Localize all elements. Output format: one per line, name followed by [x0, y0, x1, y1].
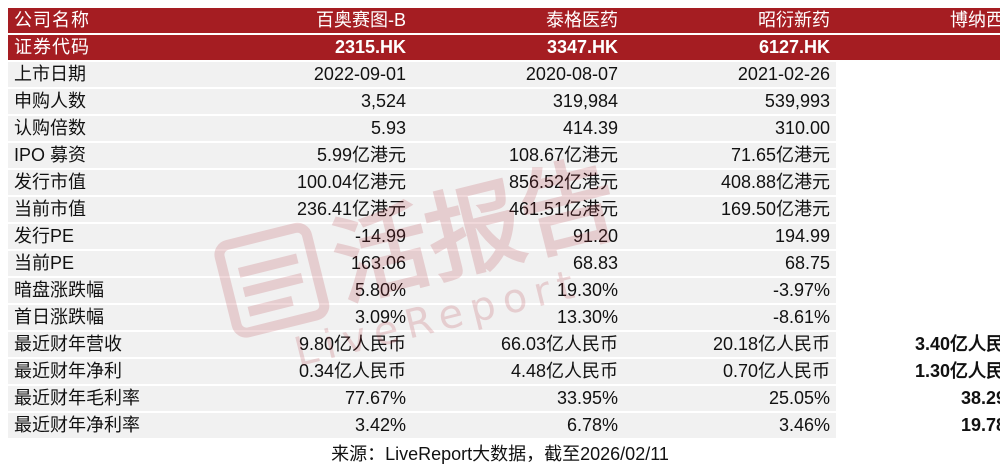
row-label: 上市日期	[8, 62, 200, 87]
row-label: 当前市值	[8, 197, 200, 222]
table-cell: -3.97%	[624, 278, 836, 303]
header-row-code: 证券代码 2315.HK 3347.HK 6127.HK -	[8, 35, 1000, 60]
row-label: 认购倍数	[8, 116, 200, 141]
table-cell: 319,984	[412, 89, 624, 114]
header-label-code: 证券代码	[8, 35, 200, 60]
table-cell: -	[836, 278, 1000, 303]
table-cell: 91.20	[412, 224, 624, 249]
table-cell: -	[836, 170, 1000, 195]
row-label: 最近财年净利	[8, 359, 200, 384]
row-label: 当前PE	[8, 251, 200, 276]
table-cell: 71.65亿港元	[624, 143, 836, 168]
row-label: IPO 募资	[8, 143, 200, 168]
header-company-3: 昭衍新药	[624, 8, 836, 33]
table-cell: 3.42%	[200, 413, 412, 438]
table-cell: 108.67亿港元	[412, 143, 624, 168]
header-label-company: 公司名称	[8, 8, 200, 33]
table-cell: 100.04亿港元	[200, 170, 412, 195]
table-cell: -	[836, 251, 1000, 276]
row-label: 暗盘涨跌幅	[8, 278, 200, 303]
row-label: 申购人数	[8, 89, 200, 114]
header-row-company: 公司名称 百奥赛图-B 泰格医药 昭衍新药 博纳西亚	[8, 8, 1000, 33]
table-cell: -	[836, 305, 1000, 330]
header-company-2: 泰格医药	[412, 8, 624, 33]
header-code-4: -	[836, 35, 1000, 60]
table-cell: 33.95%	[412, 386, 624, 411]
source-note: 来源：LiveReport大数据，截至2026/02/11	[331, 444, 669, 464]
table-cell: 236.41亿港元	[200, 197, 412, 222]
table-cell: -	[836, 62, 1000, 87]
table-cell: 3,524	[200, 89, 412, 114]
table-cell: 3.40亿人民币	[836, 332, 1000, 357]
table-cell: 9.80亿人民币	[200, 332, 412, 357]
ipo-comparison-table: 公司名称 百奥赛图-B 泰格医药 昭衍新药 博纳西亚 证券代码 2315.HK …	[8, 6, 1000, 440]
table-cell: 77.67%	[200, 386, 412, 411]
header-code-2: 3347.HK	[412, 35, 624, 60]
row-label: 最近财年营收	[8, 332, 200, 357]
header-code-1: 2315.HK	[200, 35, 412, 60]
table-cell: -8.61%	[624, 305, 836, 330]
table-cell: 5.99亿港元	[200, 143, 412, 168]
table-cell: 19.78%	[836, 413, 1000, 438]
table-cell: 66.03亿人民币	[412, 332, 624, 357]
header-company-4: 博纳西亚	[836, 8, 1000, 33]
header-company-1: 百奥赛图-B	[200, 8, 412, 33]
table-cell: -	[836, 116, 1000, 141]
table-cell: 4.48亿人民币	[412, 359, 624, 384]
table-cell: 2022-09-01	[200, 62, 412, 87]
table-cell: 3.09%	[200, 305, 412, 330]
table-cell: 2020-08-07	[412, 62, 624, 87]
table-cell: 5.80%	[200, 278, 412, 303]
table-cell: -	[836, 224, 1000, 249]
row-label: 首日涨跌幅	[8, 305, 200, 330]
table-cell: 310.00	[624, 116, 836, 141]
row-label: 最近财年毛利率	[8, 386, 200, 411]
table-cell: 25.05%	[624, 386, 836, 411]
table-cell: 461.51亿港元	[412, 197, 624, 222]
table-cell: -14.99	[200, 224, 412, 249]
table-cell: 2021-02-26	[624, 62, 836, 87]
table-cell: 169.50亿港元	[624, 197, 836, 222]
table-cell: 68.83	[412, 251, 624, 276]
table-cell: 3.46%	[624, 413, 836, 438]
table-cell: 68.75	[624, 251, 836, 276]
table-cell: 6.78%	[412, 413, 624, 438]
row-label: 发行市值	[8, 170, 200, 195]
table-cell: 408.88亿港元	[624, 170, 836, 195]
table-cell: 5.93	[200, 116, 412, 141]
table-cell: 163.06	[200, 251, 412, 276]
table-cell: 539,993	[624, 89, 836, 114]
header-code-3: 6127.HK	[624, 35, 836, 60]
table-cell: 13.30%	[412, 305, 624, 330]
table-cell: 38.29%	[836, 386, 1000, 411]
table-cell: 19.30%	[412, 278, 624, 303]
row-label: 发行PE	[8, 224, 200, 249]
table-cell: -	[836, 89, 1000, 114]
table-cell: 194.99	[624, 224, 836, 249]
table-cell: 0.34亿人民币	[200, 359, 412, 384]
table-cell: 0.70亿人民币	[624, 359, 836, 384]
ipo-comparison-table-wrap: 公司名称 百奥赛图-B 泰格医药 昭衍新药 博纳西亚 证券代码 2315.HK …	[8, 6, 1000, 440]
table-cell: 856.52亿港元	[412, 170, 624, 195]
table-cell: 1.30亿人民币	[836, 359, 1000, 384]
row-label: 最近财年净利率	[8, 413, 200, 438]
table-cell: -	[836, 197, 1000, 222]
table-cell: 20.18亿人民币	[624, 332, 836, 357]
table-cell: -	[836, 143, 1000, 168]
table-cell: 414.39	[412, 116, 624, 141]
